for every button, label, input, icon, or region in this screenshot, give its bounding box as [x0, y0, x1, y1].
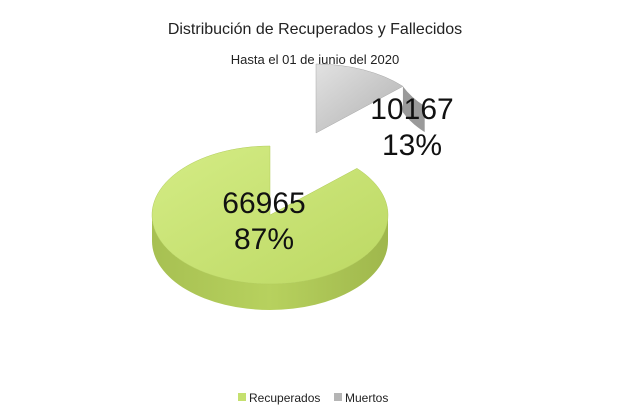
legend-label-recuperados: Recuperados: [249, 391, 320, 405]
slice-muertos-top: [315, 63, 404, 134]
legend-swatch-muertos: [334, 393, 342, 401]
legend: Recuperados Muertos: [238, 391, 388, 405]
pie-slices: [151, 63, 425, 310]
legend-label-muertos: Muertos: [345, 391, 388, 405]
chart-title: Distribución de Recuperados y Fallecidos: [168, 21, 462, 38]
slice-recuperados-top: [151, 145, 389, 285]
slice-muertos-side: [402, 86, 425, 133]
data-label-muertos-percent: 13%: [382, 129, 442, 162]
data-label-muertos: 10167 13%: [370, 93, 453, 162]
slice-recuperados-side: [152, 215, 388, 310]
data-label-muertos-value: 10167: [370, 93, 453, 126]
data-label-recuperados-percent: 87%: [234, 223, 294, 256]
chart-subtitle: Hasta el 01 de junio del 2020: [231, 52, 399, 67]
data-label-recuperados-value: 66965: [222, 187, 305, 220]
legend-swatch-recuperados: [238, 393, 246, 401]
data-label-recuperados: 66965 87%: [222, 187, 305, 256]
